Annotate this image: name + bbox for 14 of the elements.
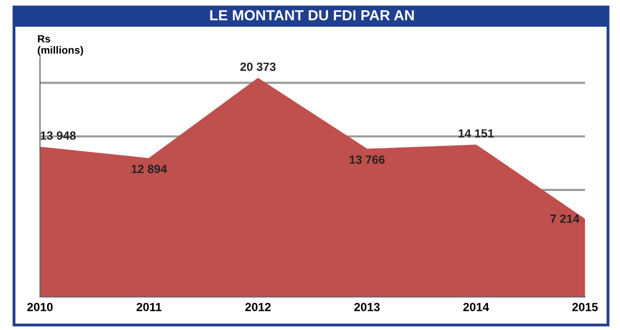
- data-label: 7 214: [550, 214, 580, 223]
- x-tick-label: 2015: [572, 302, 598, 312]
- data-label: 13 766: [350, 155, 385, 164]
- data-label: 12 894: [132, 164, 167, 174]
- chart-title: LE MONTANT DU FDI PAR AN: [210, 10, 414, 20]
- data-label: 14 151: [458, 129, 494, 138]
- x-tick-label: 2012: [245, 302, 271, 312]
- y-axis-title: Rs (millions): [38, 35, 84, 56]
- x-tick-label: 2014: [463, 302, 490, 312]
- x-tick-label: 2013: [354, 302, 380, 312]
- x-tick-label: 2010: [27, 302, 53, 312]
- x-tick-label: 2011: [136, 302, 162, 312]
- data-label: 20 373: [240, 62, 276, 71]
- data-label: 13 948: [40, 131, 76, 140]
